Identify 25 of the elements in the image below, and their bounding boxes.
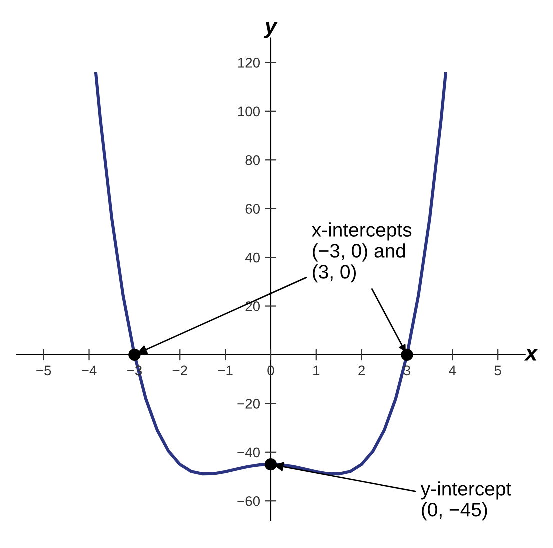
point xyxy=(401,348,414,362)
x-tick-label: −1 xyxy=(218,366,233,376)
x-tick-label: −2 xyxy=(172,366,188,376)
y-tick-label: 120 xyxy=(238,58,260,68)
x-tick-label: 1 xyxy=(314,366,320,376)
x-tick-label: 3 xyxy=(404,366,410,376)
y-tick-label: 60 xyxy=(246,204,260,214)
y-axis-title: y xyxy=(264,22,278,38)
x-tick-label: 2 xyxy=(358,366,365,376)
x-tick-label: 5 xyxy=(494,366,502,376)
x-tick-label: 4 xyxy=(449,366,456,376)
annotation: x-intercepts (−3, 0) and (3, 0) xyxy=(312,222,412,283)
point xyxy=(128,348,141,362)
y-tick-label: −60 xyxy=(238,496,260,506)
y-tick-label: −40 xyxy=(238,448,260,458)
y-tick-label: 100 xyxy=(238,106,260,117)
y-tick-label: 40 xyxy=(245,252,260,263)
x-tick-label: −5 xyxy=(36,366,52,376)
point xyxy=(264,458,278,471)
y-tick-label: 20 xyxy=(246,302,260,312)
annotation: y-intercept (0, −45) xyxy=(420,482,512,521)
x-axis-title: x xyxy=(524,348,538,361)
x-tick-label: −4 xyxy=(82,366,97,376)
y-tick-label: 80 xyxy=(246,155,260,166)
y-tick-label: −20 xyxy=(238,399,260,409)
